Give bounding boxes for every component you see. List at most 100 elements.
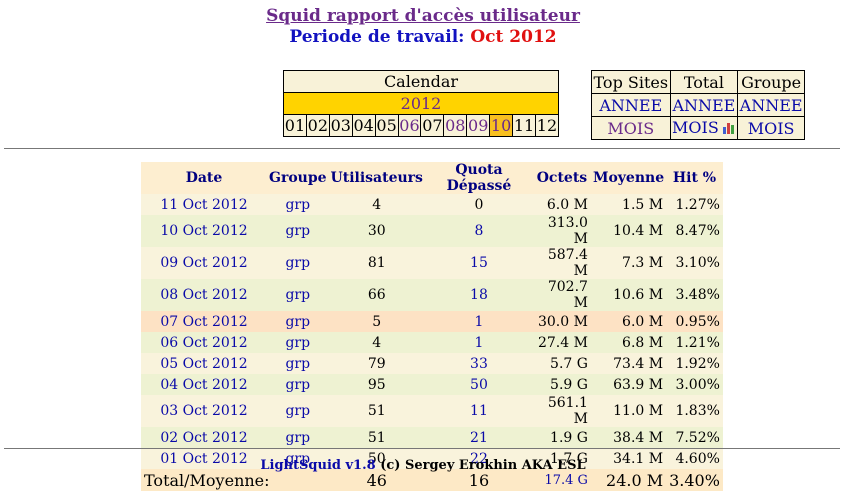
- groupe-annee-link[interactable]: ANNEE: [739, 95, 803, 115]
- group-link[interactable]: grp: [285, 429, 311, 446]
- top-sites-annee-link[interactable]: ANNEE: [599, 95, 663, 115]
- quota-cell[interactable]: 1: [474, 334, 484, 351]
- avg-cell: 7.3 M: [590, 247, 667, 279]
- table-row: 01 Oct 2012 grp 50 22 1.7 G 34.1 M 4.60%: [141, 448, 723, 469]
- total-mois-link[interactable]: MOIS: [672, 118, 719, 137]
- calendar-month-link[interactable]: 06: [399, 116, 420, 135]
- date-link[interactable]: 06 Oct 2012: [160, 334, 248, 351]
- group-cell: grp: [267, 332, 329, 353]
- group-cell: grp: [267, 374, 329, 395]
- group-link[interactable]: grp: [285, 376, 311, 393]
- quota-cell[interactable]: 21: [470, 429, 488, 446]
- date-link[interactable]: 01 Oct 2012: [160, 450, 248, 467]
- avg-cell: 10.6 M: [590, 279, 667, 311]
- group-link[interactable]: grp: [285, 355, 311, 372]
- date-link[interactable]: 04 Oct 2012: [160, 376, 248, 393]
- quota-cell[interactable]: 22: [470, 450, 488, 467]
- calendar-month-12: 12: [534, 114, 560, 137]
- group-link[interactable]: grp: [285, 403, 311, 419]
- calendar-month-06[interactable]: 06: [397, 114, 422, 137]
- period-value: Oct 2012: [470, 27, 557, 47]
- bar-chart-icon[interactable]: [722, 119, 736, 138]
- group-link[interactable]: grp: [285, 223, 311, 239]
- calendar-month-03: 03: [328, 114, 353, 137]
- table-row: 06 Oct 2012 grp 4 1 27.4 M 6.8 M 1.21%: [141, 332, 723, 353]
- bytes-cell: 702.7 M: [532, 279, 591, 311]
- hit-cell: 1.83%: [666, 395, 723, 427]
- users-cell: 81: [328, 247, 425, 279]
- hit-cell: 3.00%: [666, 374, 723, 395]
- hit-cell: 3.48%: [666, 279, 723, 311]
- quota-cell: 33: [424, 353, 533, 374]
- calendar-year-link[interactable]: 2012: [400, 94, 442, 113]
- date-cell: 01 Oct 2012: [141, 448, 267, 469]
- calendar-month-08[interactable]: 08: [443, 114, 468, 137]
- groupe-mois-link[interactable]: MOIS: [747, 118, 795, 138]
- calendar-month-10[interactable]: 10: [489, 114, 514, 137]
- bytes-cell: 5.9 G: [532, 374, 591, 395]
- total-annee-link[interactable]: ANNEE: [672, 95, 736, 115]
- calendar-month-05: 05: [374, 114, 399, 137]
- users-cell: 5: [328, 311, 425, 332]
- quota-cell: 0: [424, 194, 533, 215]
- nav-header-top-sites: Top Sites: [591, 70, 671, 94]
- calendar: Calendar 2012 01 02 03 04 05 06 07 08 09 10 11 12: [283, 70, 560, 137]
- group-cell: grp: [267, 448, 329, 469]
- calendar-year-cell: 2012: [283, 92, 559, 115]
- group-link[interactable]: grp: [285, 334, 311, 351]
- report-title-link[interactable]: Squid rapport d'accès utilisateur: [266, 6, 580, 26]
- quota-cell[interactable]: 1: [474, 313, 484, 330]
- calendar-month-link[interactable]: 09: [468, 116, 489, 135]
- table-row: 08 Oct 2012 grp 66 18 702.7 M 10.6 M 3.48%: [141, 279, 723, 311]
- group-link[interactable]: grp: [285, 450, 311, 467]
- lightsquid-link[interactable]: LightSquid v1.8: [260, 458, 376, 473]
- bytes-cell: 27.4 M: [532, 332, 591, 353]
- date-cell: 07 Oct 2012: [141, 311, 267, 332]
- users-cell: 50: [328, 448, 425, 469]
- calendar-month-09[interactable]: 09: [466, 114, 491, 137]
- avg-cell: 34.1 M: [590, 448, 667, 469]
- date-link[interactable]: 09 Oct 2012: [160, 255, 248, 271]
- quota-cell: 15: [424, 247, 533, 279]
- date-link[interactable]: 10 Oct 2012: [160, 223, 248, 239]
- bytes-cell: 587.4 M: [532, 247, 591, 279]
- group-link[interactable]: grp: [285, 255, 311, 271]
- group-link[interactable]: grp: [285, 287, 311, 303]
- table-row: 05 Oct 2012 grp 79 33 5.7 G 73.4 M 1.92%: [141, 353, 723, 374]
- calendar-month-link[interactable]: 08: [445, 116, 466, 135]
- quota-cell: 1: [424, 332, 533, 353]
- col-octets: Octets: [532, 162, 591, 194]
- date-link[interactable]: 05 Oct 2012: [160, 355, 248, 372]
- date-link[interactable]: 02 Oct 2012: [160, 429, 248, 446]
- quota-cell[interactable]: 15: [470, 255, 488, 271]
- date-cell: 05 Oct 2012: [141, 353, 267, 374]
- date-link[interactable]: 08 Oct 2012: [160, 287, 248, 303]
- calendar-title: Calendar: [283, 70, 559, 93]
- quota-cell[interactable]: 11: [470, 403, 488, 419]
- group-link[interactable]: grp: [285, 313, 311, 330]
- table-header-row: Date Groupe Utilisateurs Quota Dépassé O…: [141, 162, 723, 194]
- quota-cell: 8: [424, 215, 533, 247]
- col-hit: Hit %: [666, 162, 723, 194]
- quota-cell[interactable]: 8: [474, 223, 484, 239]
- avg-cell: 6.0 M: [590, 311, 667, 332]
- quota-cell[interactable]: 50: [470, 376, 488, 393]
- hit-cell: 1.92%: [666, 353, 723, 374]
- avg-cell: 73.4 M: [590, 353, 667, 374]
- group-link[interactable]: grp: [285, 196, 311, 213]
- date-link[interactable]: 03 Oct 2012: [160, 403, 248, 419]
- quota-cell[interactable]: 33: [470, 355, 488, 372]
- bytes-cell: 6.0 M: [532, 194, 591, 215]
- footer-credit: (c) Sergey Erokhin AKA ESL: [380, 458, 586, 473]
- quota-cell: 22: [424, 448, 533, 469]
- totals-bytes-link[interactable]: 17.4 G: [544, 472, 588, 488]
- calendar-month-link[interactable]: 10: [490, 116, 512, 135]
- date-link[interactable]: 11 Oct 2012: [160, 196, 248, 213]
- quota-cell[interactable]: 18: [470, 287, 488, 303]
- nav-header-groupe: Groupe: [737, 70, 805, 94]
- date-link[interactable]: 07 Oct 2012: [160, 313, 248, 330]
- top-sites-mois-link[interactable]: MOIS: [607, 118, 655, 138]
- calendar-month-01: 01: [283, 114, 307, 137]
- bytes-cell: 561.1 M: [532, 395, 591, 427]
- bytes-cell: 1.7 G: [532, 448, 591, 469]
